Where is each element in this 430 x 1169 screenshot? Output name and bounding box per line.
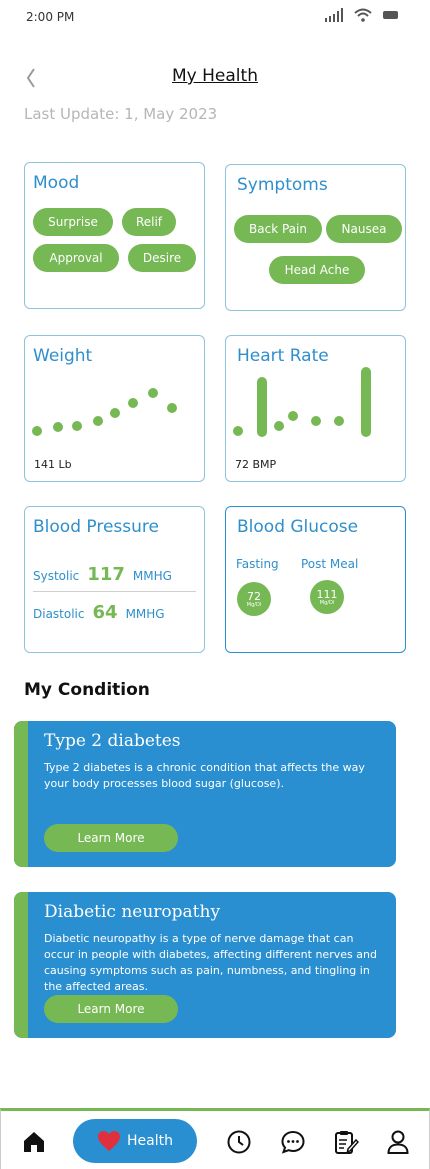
last-update: Last Update: 1, May 2023 — [24, 105, 218, 123]
card-title: Weight — [33, 346, 93, 366]
blood-pressure-card[interactable]: Blood Pressure Systolic 117 MMHG Diastol… — [24, 506, 205, 653]
clock-icon[interactable] — [226, 1129, 252, 1155]
condition-stripe — [14, 721, 28, 867]
header: My Health — [0, 56, 430, 96]
systolic-label: Systolic — [33, 569, 80, 583]
weight-point — [32, 426, 42, 436]
weight-point — [110, 408, 120, 418]
heart-rate-graphic — [233, 367, 371, 437]
card-title: Symptoms — [237, 175, 328, 195]
weight-point — [93, 416, 103, 426]
condition-card[interactable]: Diabetic neuropathy Diabetic neuropathy … — [14, 892, 396, 1038]
weight-trend-graphic — [32, 388, 177, 436]
battery-icon — [383, 11, 398, 19]
page-title: My Health — [172, 66, 258, 86]
mood-tag[interactable]: Desire — [128, 244, 196, 272]
symptom-tag[interactable]: Back Pain — [234, 215, 322, 243]
hr-mark — [274, 421, 284, 431]
section-title: My Condition — [24, 680, 150, 700]
status-time: 2:00 PM — [26, 10, 75, 24]
hr-mark — [257, 377, 267, 437]
condition-description: Type 2 diabetes is a chronic condition t… — [44, 761, 365, 790]
clipboard-icon[interactable] — [333, 1129, 360, 1155]
hr-mark — [311, 416, 321, 426]
diastolic-row: Diastolic 64 MMHG — [33, 602, 165, 623]
learn-more-button[interactable]: Learn More — [44, 995, 178, 1023]
mood-card[interactable]: Mood Surprise Relif Approval Desire — [24, 162, 205, 309]
bp-divider — [33, 591, 196, 592]
heart-rate-value: 72 BMP — [235, 458, 277, 471]
systolic-value: 117 — [87, 564, 125, 585]
systolic-row: Systolic 117 MMHG — [33, 564, 172, 585]
profile-icon[interactable] — [385, 1129, 411, 1155]
weight-point — [148, 388, 158, 398]
health-tab-label: Health — [127, 1133, 173, 1149]
blood-glucose-card[interactable]: Blood Glucose Fasting Post Meal 72 Mg/Dl… — [225, 506, 406, 653]
fasting-label: Fasting — [236, 557, 279, 571]
hr-mark — [233, 426, 243, 436]
mood-tag[interactable]: Relif — [122, 208, 176, 236]
diastolic-label: Diastolic — [33, 607, 85, 621]
symptoms-card[interactable]: Symptoms Back Pain Nausea Head Ache — [225, 164, 406, 311]
learn-more-button[interactable]: Learn More — [44, 824, 178, 852]
hr-mark — [288, 411, 298, 421]
systolic-unit: MMHG — [132, 569, 172, 583]
home-icon[interactable] — [21, 1129, 47, 1155]
condition-description: Diabetic neuropathy is a type of nerve d… — [44, 932, 377, 993]
chat-icon[interactable] — [280, 1129, 306, 1155]
post-meal-value: 111 — [316, 587, 338, 601]
fasting-unit: Mg/Dl — [246, 601, 262, 608]
card-title: Mood — [33, 173, 80, 193]
card-title: Blood Glucose — [237, 517, 359, 537]
symptom-tag[interactable]: Head Ache — [269, 256, 365, 284]
mood-tag[interactable]: Approval — [33, 244, 119, 272]
weight-value: 141 Lb — [34, 458, 72, 471]
weight-card[interactable]: Weight 141 Lb — [24, 335, 205, 482]
symptom-tag[interactable]: Nausea — [326, 215, 402, 243]
signal-icon — [325, 8, 343, 22]
health-tab[interactable]: Health — [73, 1119, 197, 1163]
chevron-left-icon — [26, 68, 35, 88]
condition-title: Diabetic neuropathy — [44, 902, 221, 922]
heart-icon — [98, 1131, 120, 1151]
heart-rate-card[interactable]: Heart Rate 72 BMP — [225, 335, 406, 482]
weight-point — [128, 398, 138, 408]
bottom-nav: Health — [0, 1108, 430, 1169]
fasting-value: 72 — [247, 589, 261, 603]
post-meal-value-badge: 111 Mg/Dl — [310, 580, 344, 614]
hr-mark — [361, 367, 371, 437]
weight-point — [72, 421, 82, 431]
condition-stripe — [14, 892, 28, 1038]
condition-card[interactable]: Type 2 diabetes Type 2 diabetes is a chr… — [14, 721, 396, 867]
card-title: Heart Rate — [237, 346, 329, 366]
post-meal-unit: Mg/Dl — [319, 599, 335, 606]
fasting-value-badge: 72 Mg/Dl — [237, 582, 271, 616]
post-meal-label: Post Meal — [301, 557, 359, 571]
status-icons — [324, 8, 400, 22]
card-title: Blood Pressure — [33, 517, 159, 537]
weight-point — [53, 422, 63, 432]
diastolic-value: 64 — [92, 602, 118, 623]
hr-mark — [334, 416, 344, 426]
condition-title: Type 2 diabetes — [44, 731, 181, 751]
status-bar: 2:00 PM — [0, 0, 430, 36]
wifi-icon — [354, 8, 372, 22]
mood-tag[interactable]: Surprise — [33, 208, 113, 236]
diastolic-unit: MMHG — [125, 607, 165, 621]
back-button[interactable] — [18, 60, 44, 90]
weight-point — [167, 403, 177, 413]
